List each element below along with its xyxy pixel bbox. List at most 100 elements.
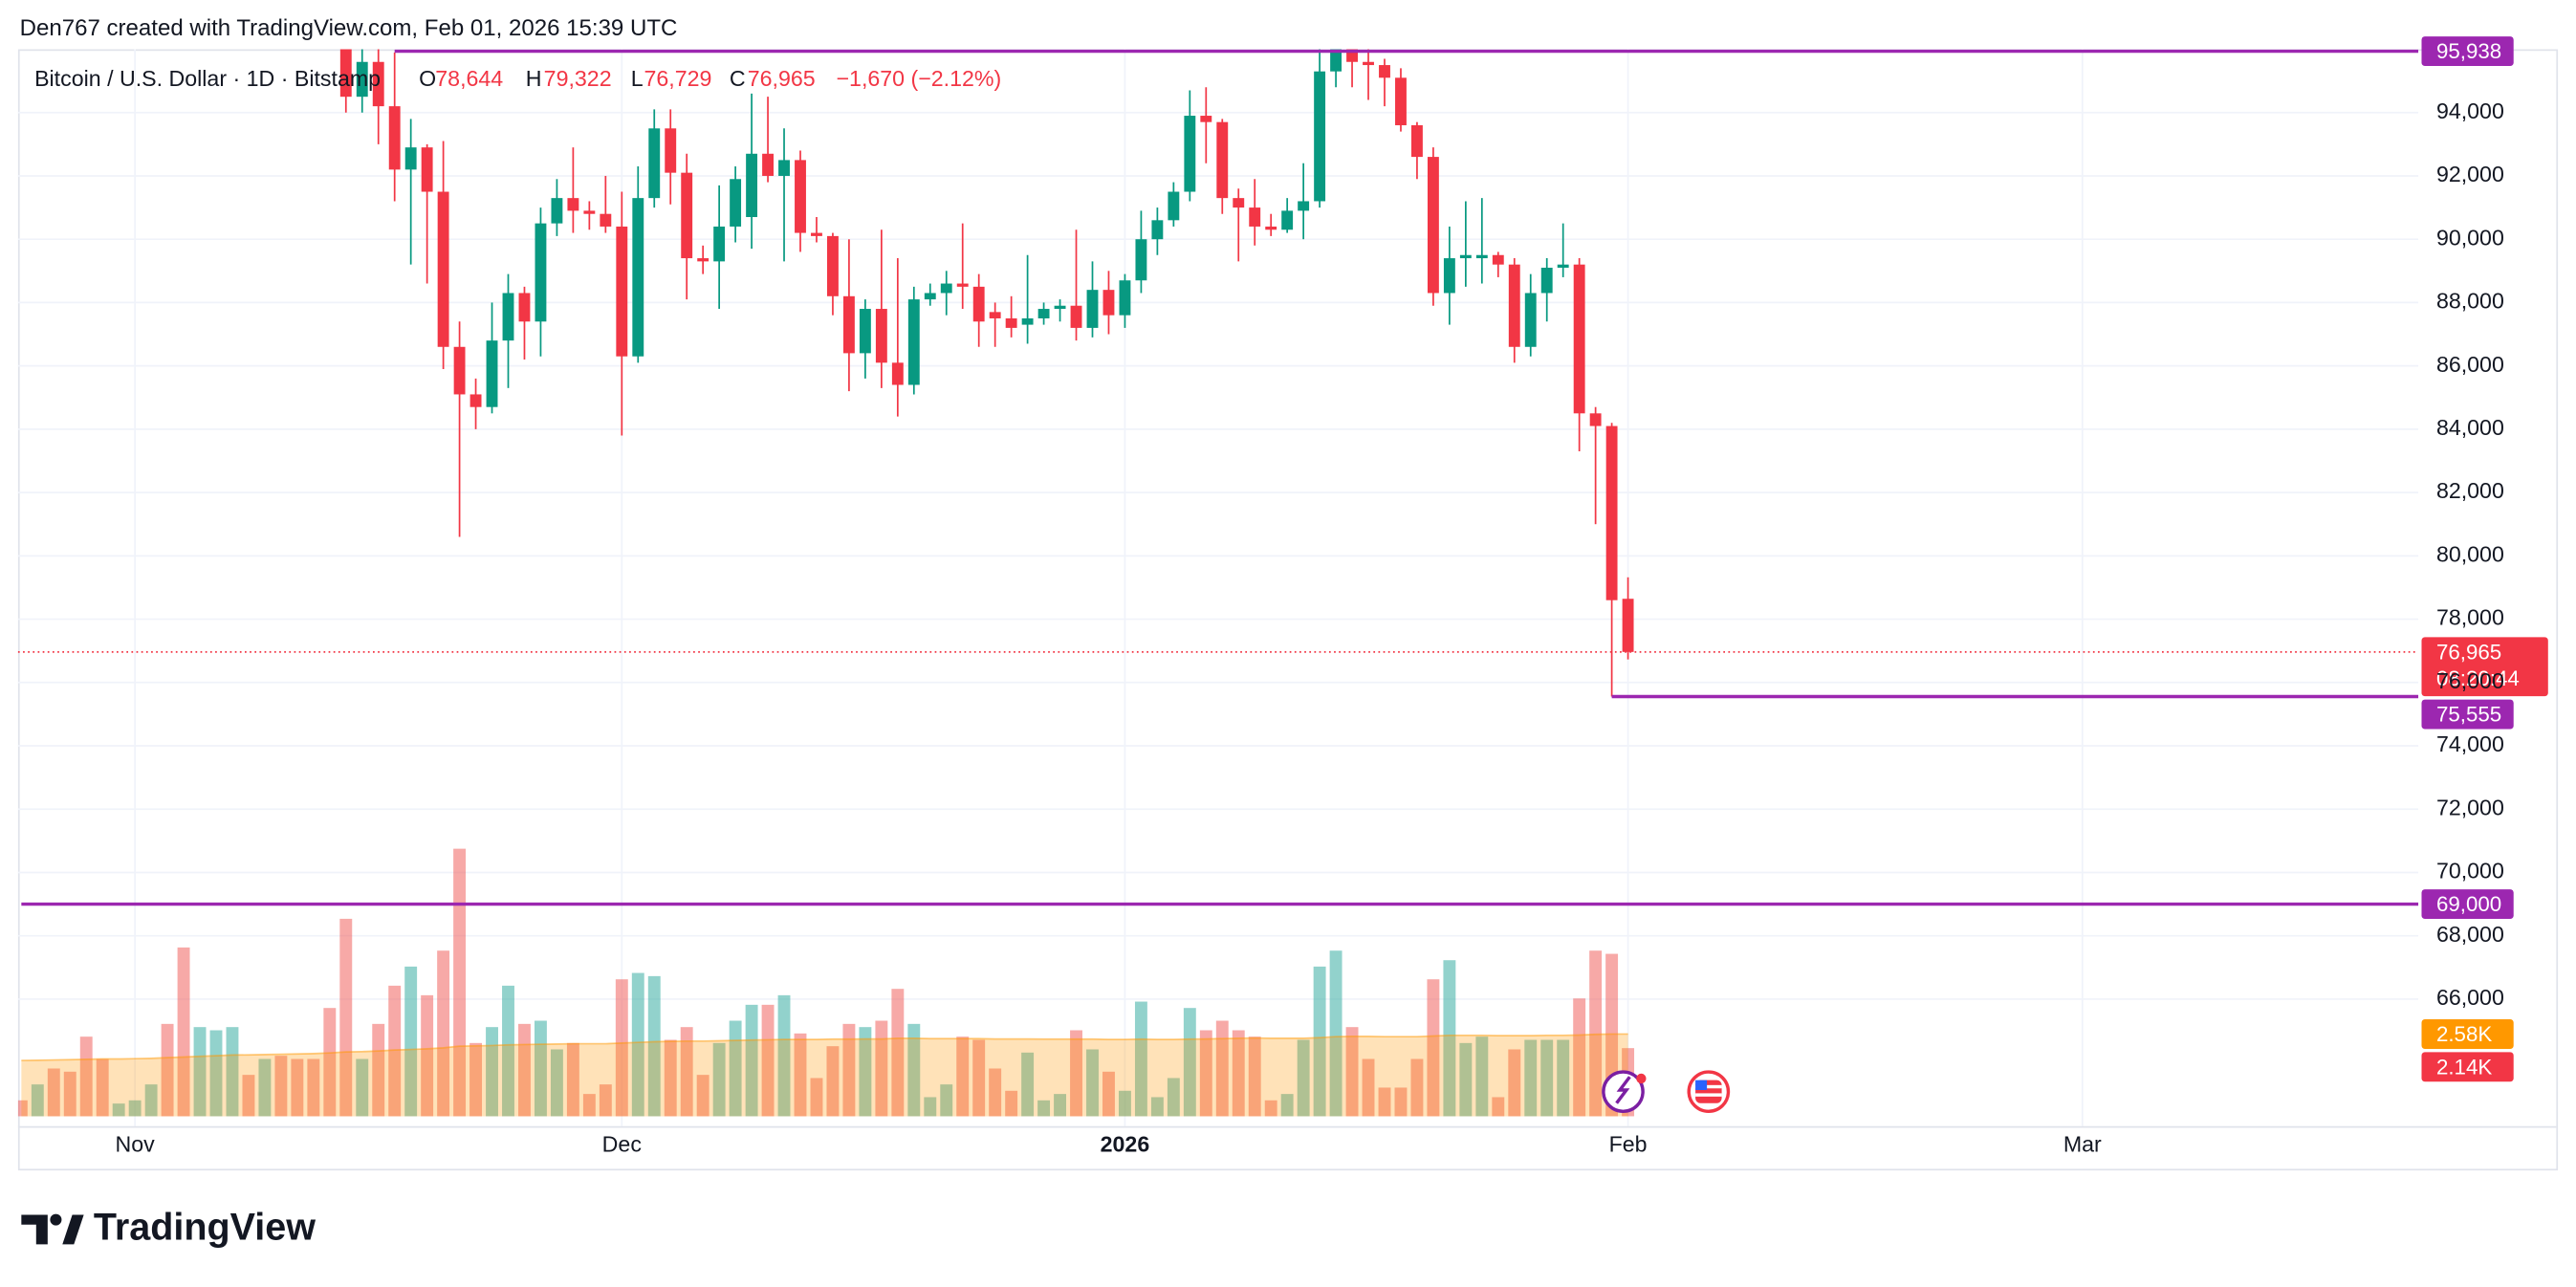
- volume-bar: [826, 1046, 840, 1117]
- event-icon[interactable]: [1687, 1070, 1731, 1114]
- volume-ma-area: [21, 1034, 1628, 1117]
- brand-logo: [21, 1213, 84, 1245]
- volume-bar: [924, 1097, 937, 1117]
- volume-bar: [404, 966, 418, 1117]
- volume-bar: [1573, 998, 1586, 1117]
- legend-open-key: O: [419, 66, 436, 91]
- volume-bar: [421, 994, 434, 1117]
- price-pane: [339, 49, 1634, 697]
- volume-bar: [875, 1020, 888, 1117]
- level-box: [2421, 699, 2514, 730]
- candle-body: [924, 293, 936, 300]
- volume-bar: [1540, 1039, 1554, 1117]
- candle-body: [665, 128, 677, 173]
- volume-label: 2.14K: [2436, 1055, 2492, 1079]
- candle-body: [1492, 254, 1504, 265]
- volume-ma-line: [21, 1033, 1628, 1061]
- candle-body: [632, 198, 644, 357]
- volume-bar: [761, 1004, 775, 1117]
- volume-bar: [1264, 1100, 1277, 1117]
- volume-bar: [859, 1027, 872, 1117]
- last-price-box: [2421, 637, 2548, 697]
- volume-bar: [1378, 1087, 1391, 1117]
- volume-bar: [647, 975, 661, 1117]
- volume-bar: [388, 985, 402, 1117]
- candle-body: [453, 346, 466, 395]
- volume-bar: [1070, 1030, 1082, 1117]
- volume-ma-box: [2421, 1019, 2514, 1049]
- candle-body: [469, 394, 482, 407]
- candle-body: [1557, 264, 1569, 268]
- level-label: 69,000: [2436, 892, 2501, 916]
- candle-body: [730, 179, 742, 227]
- event-icon[interactable]: [1602, 1070, 1647, 1114]
- x-tick-label: 2026: [1101, 1131, 1150, 1156]
- legend-high-key: H: [526, 66, 542, 91]
- candle-body: [762, 153, 774, 176]
- volume-bar: [582, 1094, 596, 1117]
- candle-body: [339, 49, 352, 98]
- candle-body: [795, 160, 806, 233]
- candle-body: [1379, 65, 1390, 78]
- volume-bar: [31, 1084, 44, 1117]
- candle-body: [1540, 267, 1553, 294]
- volume-bar: [1232, 1030, 1245, 1117]
- header: Den767 created with TradingView.com, Feb…: [20, 15, 678, 41]
- volume-bar: [502, 985, 514, 1117]
- candle-body: [1573, 264, 1585, 414]
- x-tick-label: Dec: [602, 1131, 642, 1156]
- candle-body: [600, 213, 612, 227]
- volume-bar: [1150, 1097, 1164, 1117]
- volume-bar: [307, 1058, 320, 1117]
- candle-body: [1330, 49, 1343, 72]
- overlays: 76,96508:20:4495,93875,55569,0002.58K2.1…: [17, 36, 2548, 1082]
- volume-bar: [1134, 1001, 1147, 1117]
- volume-bar: [1054, 1094, 1067, 1117]
- volume-bar: [339, 918, 353, 1117]
- candle-body: [1411, 124, 1423, 158]
- volume-bar: [47, 1068, 60, 1117]
- candle-body: [1249, 207, 1261, 227]
- candle-body: [1281, 210, 1294, 230]
- volume-bar: [777, 994, 791, 1117]
- volume-bar: [469, 1042, 483, 1117]
- candle-body: [713, 226, 726, 262]
- x-tick-label: Nov: [116, 1131, 156, 1156]
- candle-body: [1508, 264, 1520, 347]
- candle-body: [1475, 254, 1488, 259]
- candle-body: [956, 283, 969, 287]
- candle-body: [388, 106, 401, 170]
- volume-bar: [161, 1023, 174, 1117]
- volume-bar: [1492, 1097, 1505, 1117]
- candle-body: [1346, 49, 1358, 62]
- candle-body: [1102, 290, 1115, 316]
- y-tick-label: 90,000: [2436, 225, 2504, 250]
- legend-close-key: C: [730, 66, 746, 91]
- volume-bar: [518, 1023, 531, 1117]
- y-tick-label: 80,000: [2436, 541, 2504, 566]
- candle-body: [1021, 317, 1034, 325]
- candle-body: [891, 362, 904, 385]
- volume-bar: [128, 1100, 142, 1117]
- volume-bar: [323, 1008, 337, 1117]
- y-tick-label: 78,000: [2436, 605, 2504, 630]
- volume-bar: [1362, 1058, 1375, 1117]
- candle-body: [1054, 305, 1066, 310]
- candle-body: [1086, 290, 1099, 328]
- candle-body: [989, 312, 1001, 318]
- volume-bar: [1329, 950, 1343, 1117]
- candle-body: [1427, 157, 1439, 294]
- y-tick-label: 74,000: [2436, 731, 2504, 756]
- volume-bar: [17, 1100, 28, 1117]
- volume-ma-label: 2.58K: [2436, 1022, 2492, 1046]
- volume-bar: [1183, 1008, 1196, 1117]
- volume-bar: [486, 1027, 498, 1117]
- volume-bar: [209, 1030, 223, 1117]
- volume-bar: [63, 1071, 76, 1117]
- volume-bar: [242, 1075, 255, 1117]
- volume-bar: [437, 950, 450, 1117]
- candle-body: [1037, 309, 1050, 318]
- candle-body: [1151, 220, 1164, 240]
- volume-bar: [810, 1078, 823, 1117]
- volume-bar: [291, 1058, 304, 1117]
